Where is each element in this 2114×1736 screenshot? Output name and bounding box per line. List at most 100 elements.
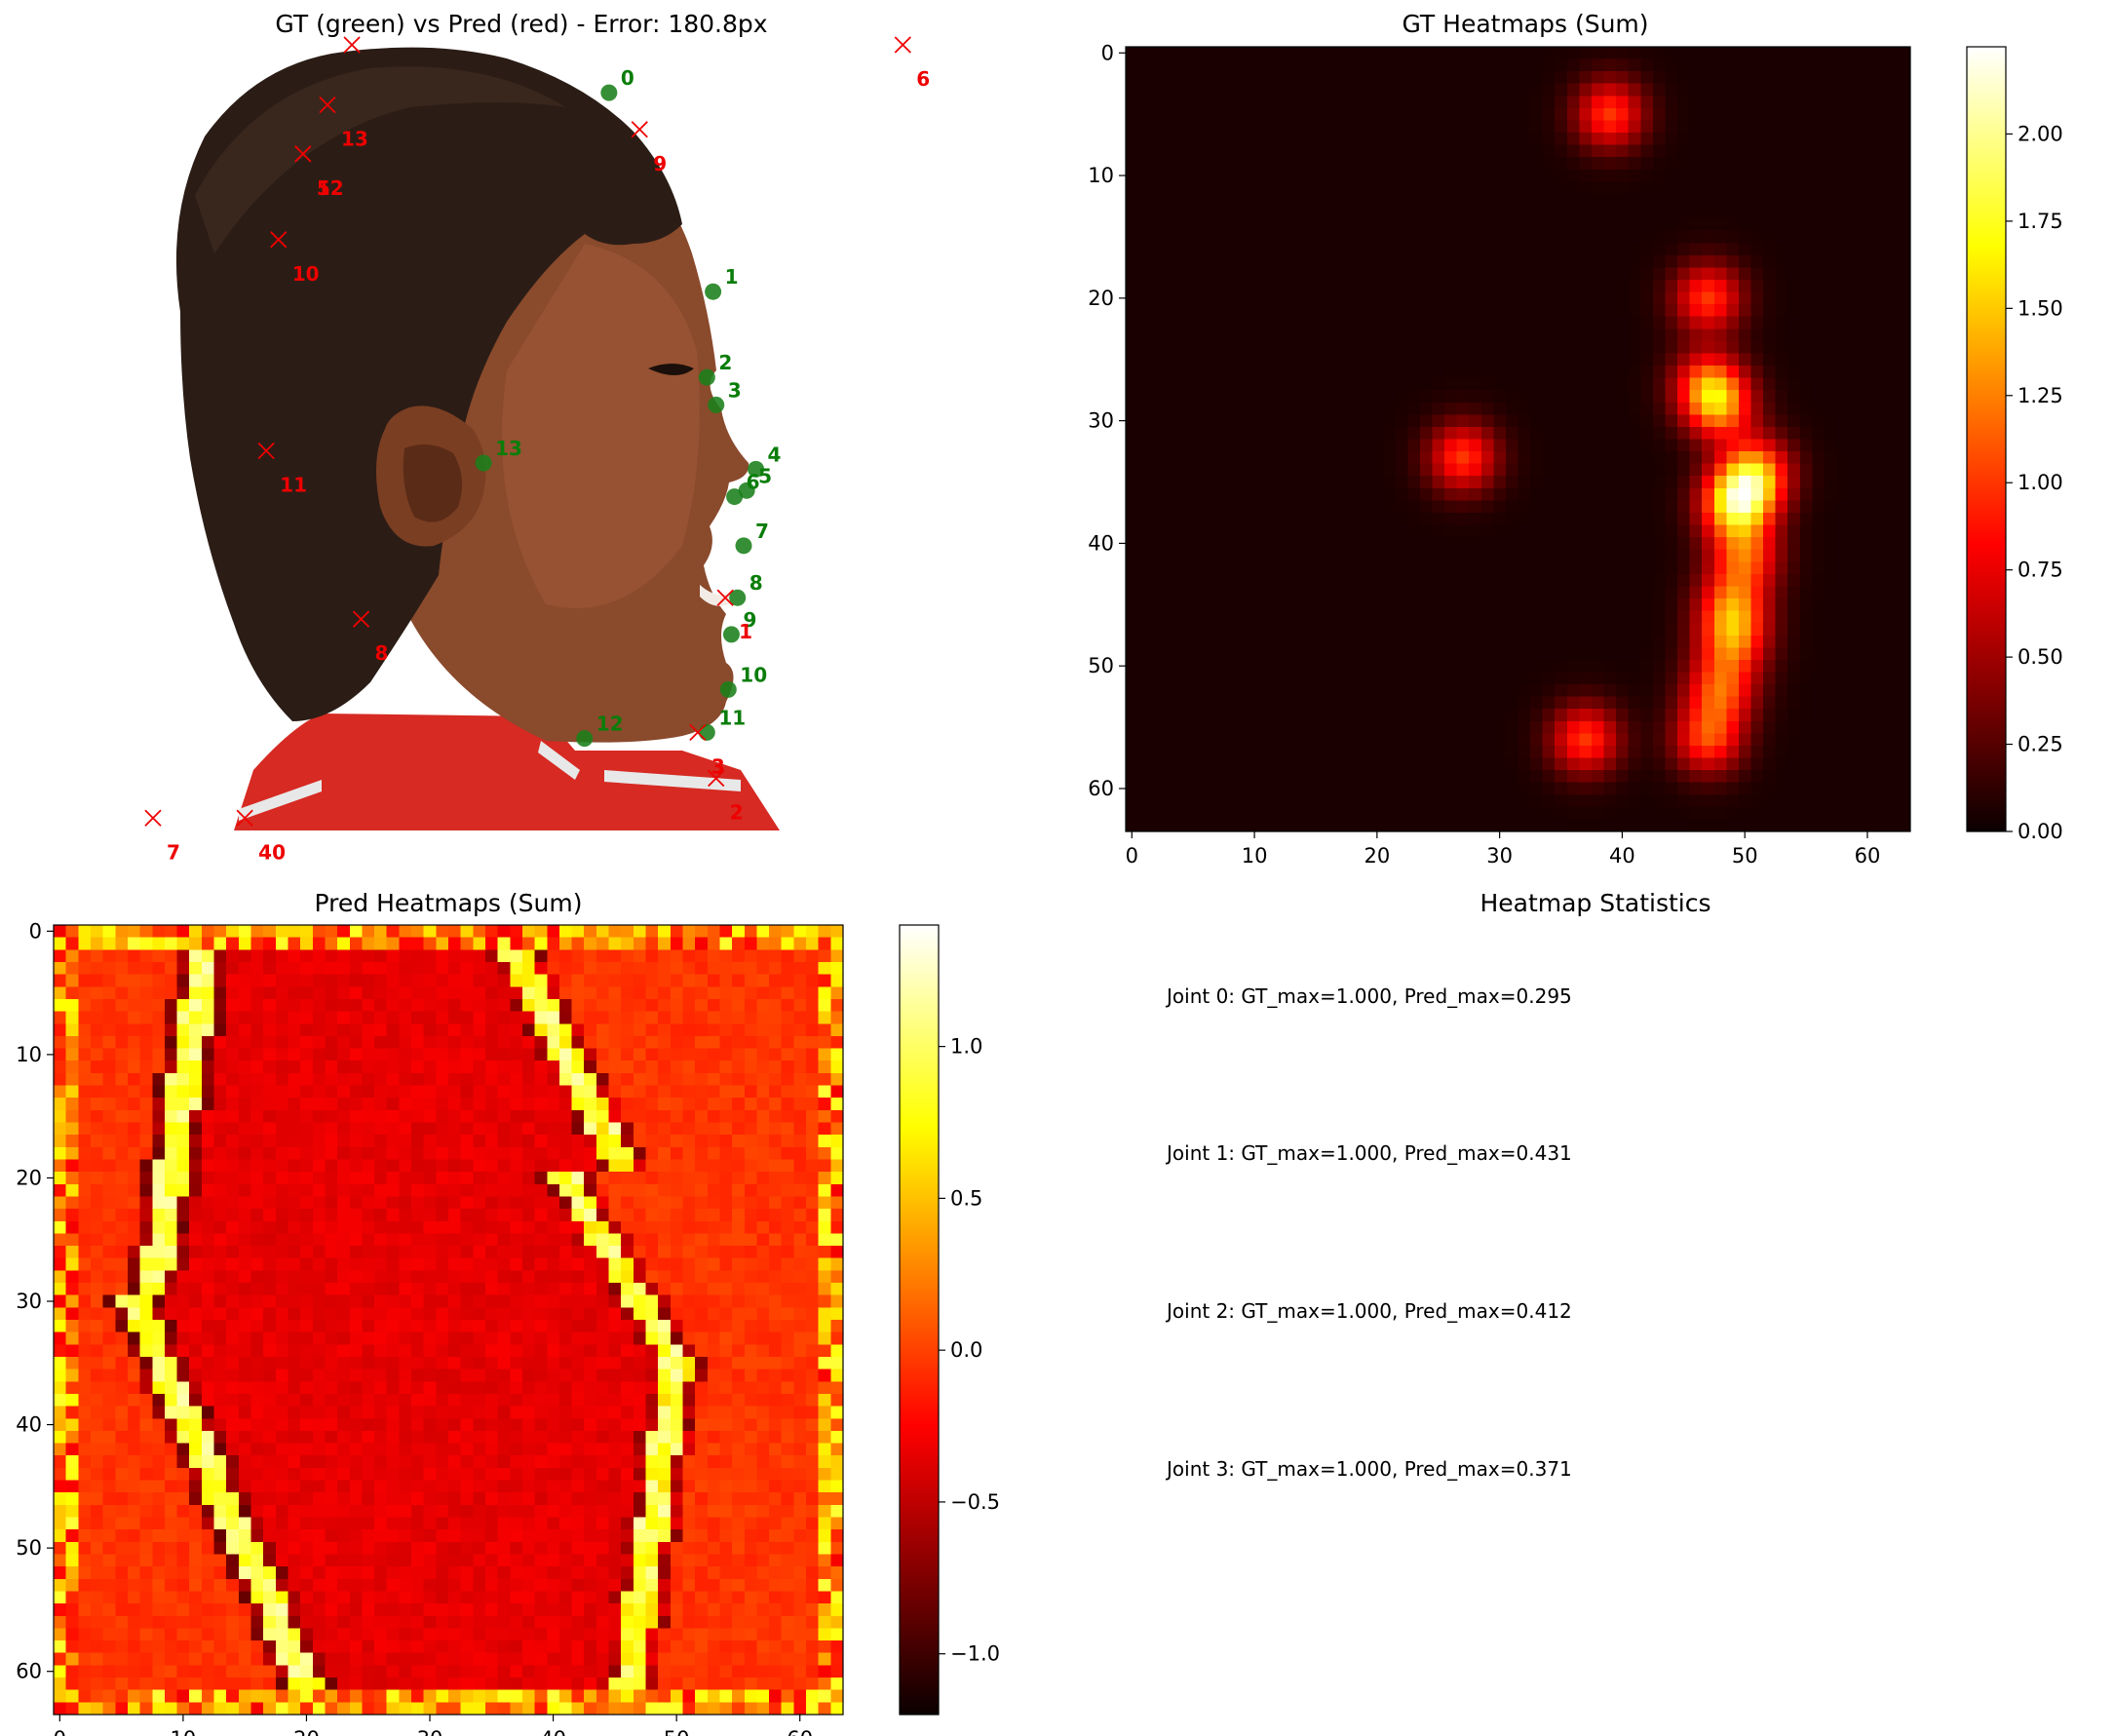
gt-point-label: 7 (755, 520, 769, 543)
overlay-panel: GT (green) vs Pred (red) - Error: 180.8p… (132, 10, 930, 864)
y-tick-label: 10 (1088, 164, 1114, 187)
gt-point-label: 3 (728, 378, 742, 402)
stats-title: Heatmap Statistics (1480, 889, 1710, 917)
colorbar-tick-label: 1.75 (2018, 210, 2063, 233)
pred-point-5 (894, 36, 911, 54)
x-tick-label: 10 (1242, 844, 1268, 868)
x-tick-label: 0 (54, 1727, 66, 1736)
pred-point-10 (257, 442, 275, 460)
pred-point-2 (689, 723, 707, 741)
gt-point-13 (475, 454, 492, 472)
stats-line-2: Joint 2: GT_max=1.000, Pred_max=0.412 (1165, 1299, 1572, 1323)
y-tick-label: 30 (1088, 409, 1114, 433)
pred-point-label: 5 (317, 176, 330, 200)
gt-point-4 (748, 460, 765, 478)
gt-heatmap-axes: 0 10 20 30 40 50 60 0 10 20 30 40 50 60 (1088, 41, 1880, 868)
gt-point-label: 9 (743, 608, 756, 632)
gt-point-label: 2 (718, 351, 732, 374)
x-tick-label: 50 (1732, 844, 1758, 868)
pred-point-0 (716, 589, 734, 606)
colorbar-tick-label: 0.0 (950, 1338, 982, 1362)
pred-colorbar-ticks: −1.0 −0.5 0.0 0.5 1.0 (939, 1035, 1000, 1666)
colorbar-tick-label: 1.00 (2018, 471, 2063, 494)
x-tick-label: 30 (417, 1727, 443, 1736)
y-tick-label: 50 (16, 1536, 42, 1560)
pred-heatmap-panel: Pred Heatmaps (Sum) 0 10 20 30 40 50 60 0 10 20 30… (16, 889, 1000, 1736)
colorbar-tick-label: −0.5 (950, 1490, 1000, 1514)
x-tick-label: 0 (1126, 844, 1138, 868)
gt-point-12 (576, 730, 594, 748)
y-tick-label: 20 (1088, 287, 1114, 310)
y-tick-label: 40 (16, 1413, 42, 1437)
colorbar-tick-label: 1.50 (2018, 296, 2063, 320)
pred-point-13 (343, 36, 361, 54)
pred-point-7 (352, 610, 370, 628)
pred-point-1 (708, 769, 725, 788)
pred-colorbar (899, 924, 940, 1716)
gt-heatmap-panel: GT Heatmaps (Sum) 0 10 20 30 40 50 60 0 10 20 30 40… (1088, 10, 2063, 868)
pred-heatmap-axes: 0 10 20 30 40 50 60 0 10 20 30 40 50 60 (16, 919, 813, 1736)
gt-point-label: 13 (495, 437, 522, 460)
pred-point-label: 11 (280, 473, 307, 496)
gt-heatmap-frame (1125, 46, 1911, 832)
gt-colorbar-ticks: 0.00 0.25 0.50 0.75 1.00 1.25 1.50 1.75 2.00 (2006, 122, 2063, 843)
gt-heatmap-title: GT Heatmaps (Sum) (1402, 10, 1648, 38)
gt-point-3 (708, 396, 725, 413)
stats-line-3: Joint 3: GT_max=1.000, Pred_max=0.371 (1165, 1457, 1572, 1481)
y-tick-label: 40 (1088, 531, 1114, 555)
x-tick-label: 30 (1486, 844, 1513, 868)
pred-point-6 (144, 809, 162, 827)
x-tick-label: 60 (1855, 844, 1881, 868)
portrait-image (132, 47, 911, 830)
gt-point-label: 5 (758, 464, 772, 487)
colorbar-tick-label: 0.00 (2018, 820, 2063, 843)
pred-point-label: 40 (258, 840, 286, 864)
pred-point-9 (270, 231, 288, 249)
gt-point-label: 10 (740, 663, 767, 686)
colorbar-tick-label: 0.25 (2018, 733, 2063, 756)
gt-point-8 (729, 589, 747, 606)
gt-point-label: 8 (750, 571, 763, 595)
x-tick-label: 60 (787, 1727, 813, 1736)
pred-point-label: 8 (375, 641, 389, 665)
stats-line-0: Joint 0: GT_max=1.000, Pred_max=0.295 (1165, 984, 1572, 1008)
gt-colorbar (1966, 46, 2007, 832)
pred-point-label: 10 (292, 262, 320, 286)
y-tick-label: 30 (16, 1290, 42, 1313)
x-tick-label: 10 (171, 1727, 197, 1736)
gt-point-5 (738, 482, 755, 499)
gt-point-label: 0 (621, 66, 634, 90)
y-tick-label: 50 (1088, 654, 1114, 677)
gt-point-2 (698, 368, 715, 386)
gt-point-7 (735, 537, 752, 555)
pred-point-label: 2 (730, 800, 744, 824)
colorbar-tick-label: 0.5 (950, 1186, 982, 1210)
x-tick-label: 20 (293, 1727, 320, 1736)
gt-point-6 (726, 488, 744, 506)
colorbar-tick-label: 0.75 (2018, 559, 2063, 582)
colorbar-tick-label: 1.25 (2018, 384, 2063, 407)
gt-heatmap-image (1126, 47, 1910, 831)
pred-point-12 (319, 96, 336, 114)
pred-point-3 (236, 809, 253, 827)
x-tick-label: 50 (664, 1727, 690, 1736)
x-tick-label: 20 (1364, 844, 1390, 868)
gt-point-label: 4 (768, 443, 782, 466)
pred-heatmap-frame (53, 924, 844, 1716)
colorbar-tick-label: 2.00 (2018, 122, 2063, 145)
gt-point-label: 1 (725, 265, 739, 289)
gt-point-9 (722, 626, 740, 643)
x-tick-label: 40 (540, 1727, 566, 1736)
y-tick-label: 20 (16, 1166, 42, 1189)
y-tick-label: 60 (16, 1660, 42, 1683)
pred-heatmap-title: Pred Heatmaps (Sum) (315, 889, 583, 917)
gt-point-10 (719, 680, 737, 698)
pred-point-label: 3 (711, 754, 725, 778)
pred-point-label: 9 (653, 152, 667, 175)
gt-point-0 (600, 84, 618, 101)
pred-point-label: 6 (916, 67, 930, 91)
pred-point-label: 13 (341, 128, 368, 151)
